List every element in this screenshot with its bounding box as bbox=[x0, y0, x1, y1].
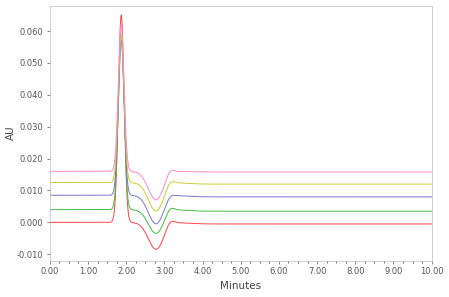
X-axis label: Minutes: Minutes bbox=[220, 282, 261, 291]
Y-axis label: AU: AU bbox=[5, 126, 16, 140]
